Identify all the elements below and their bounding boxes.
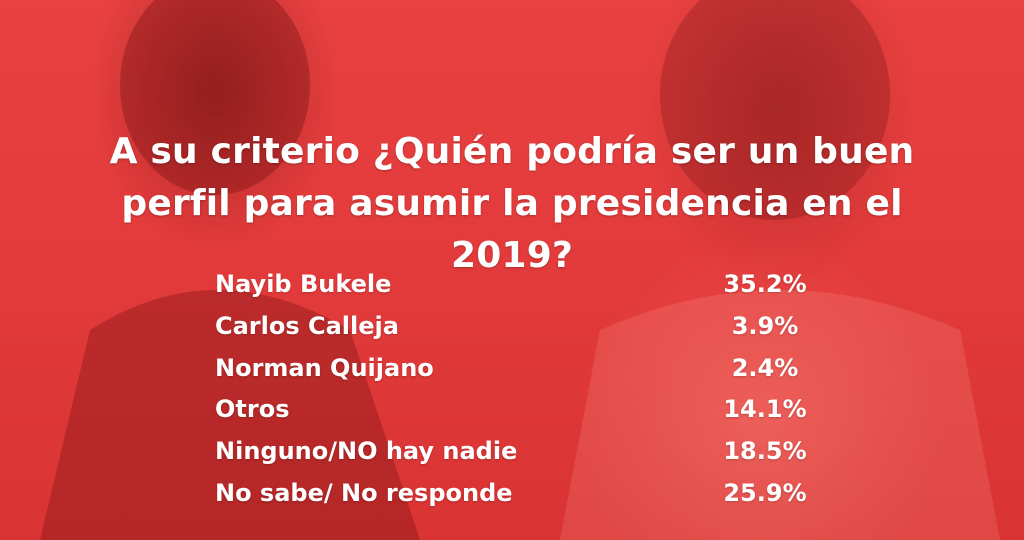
candidate-label: Ninguno/NO hay nadie xyxy=(215,437,518,466)
result-row: No sabe/ No responde 25.9% xyxy=(215,475,855,517)
results-table: Nayib Bukele 35.2% Carlos Calleja 3.9% Norma… xyxy=(215,266,855,517)
percentage-value: 35.2% xyxy=(723,270,807,298)
result-row: Norman Quijano 2.4% xyxy=(215,350,855,392)
percentage-value: 14.1% xyxy=(723,395,807,424)
percentage-value: 3.9% xyxy=(731,311,799,340)
candidate-label: Norman Quijano xyxy=(215,353,434,382)
result-row: Ninguno/NO hay nadie 18.5% xyxy=(215,433,855,475)
result-row: Otros 14.1% xyxy=(215,391,855,433)
survey-question-title: A su criterio ¿Quién podría ser un buen … xyxy=(109,131,915,276)
candidate-label: Carlos Calleja xyxy=(215,311,399,340)
result-row: Nayib Bukele 35.2% xyxy=(215,266,855,308)
percentage-value: 18.5% xyxy=(723,437,807,466)
percentage-value: 25.9% xyxy=(723,478,807,507)
percentage-value: 2.4% xyxy=(731,353,799,382)
candidate-label: Nayib Bukele xyxy=(215,270,392,298)
candidate-label: No sabe/ No responde xyxy=(215,478,513,507)
result-row: Carlos Calleja 3.9% xyxy=(215,308,855,350)
candidate-label: Otros xyxy=(215,395,290,424)
